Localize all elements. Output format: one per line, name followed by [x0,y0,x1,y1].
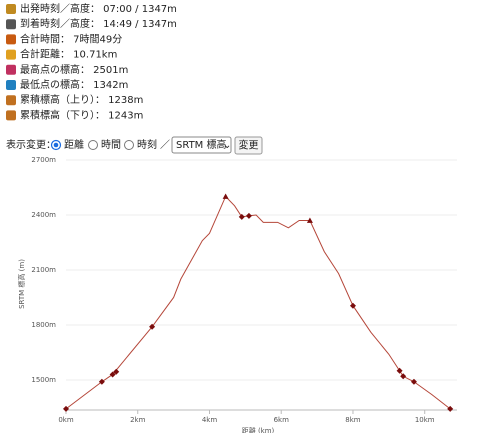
option: 距離 [64,138,84,151]
x-tick-label: 6km [274,416,290,424]
select-arrow: ⌄ [223,140,231,151]
controls-label: 表示変更： [6,138,56,151]
stat-icon [6,49,16,60]
stat: 累積標高（上り）： 1238m [20,93,143,106]
x-tick-label: 4km [202,416,218,424]
stat: 最低点の標高： 1342m [20,78,128,91]
waypoint [109,371,116,378]
stat-icon [6,4,16,14]
waypoint [400,373,407,380]
stat-icon [6,34,16,45]
waypoint [410,378,417,385]
stat: 合計時間： 7時間49分 [20,32,122,45]
stat: 累積標高（下り）： 1243m [20,108,143,121]
radio[interactable] [88,140,98,150]
waypoint [447,405,454,412]
y-axis-label: SRTM 標高 (m) [17,259,26,309]
waypoint [222,193,229,199]
waypoint [306,217,313,223]
waypoint [63,405,69,412]
select-value: SRTM 標高 [176,138,226,151]
x-tick-label: 10km [415,416,435,424]
waypoint [238,213,245,220]
button[interactable] [234,136,263,155]
y-tick-label: 2100m [31,266,56,274]
y-tick-label: 1500m [31,376,56,384]
radio-dot [53,142,59,148]
button-label: 変更 [239,139,259,152]
stat-icon [6,80,16,90]
stat-icon [6,64,16,75]
y-tick-label: 2700m [31,156,56,164]
x-axis-label: 距離 (km) [242,426,275,433]
stat: 合計距離： 10.71km [20,48,117,61]
radio[interactable] [124,140,134,150]
separator: ／ [160,139,170,151]
y-tick-label: 1800m [31,321,56,329]
waypoint [349,302,356,309]
option: 時間 [101,139,121,151]
select[interactable] [171,136,232,154]
y-tick-label: 2400m [31,211,56,219]
waypoint [396,367,403,374]
waypoint [98,378,105,385]
stat: 到着時刻／高度： 14:49 / 1347m [20,17,177,30]
option: 時刻 [137,138,157,151]
x-tick-label: 8km [345,416,361,424]
elevation-line [65,195,451,410]
x-tick-label: 2km [130,416,146,424]
stat-icon [6,95,16,106]
stat-icon [6,110,16,121]
stat: 最高点の標高： 2501m [20,63,128,76]
stat: 出発時刻／高度： 07:00 / 1347m [20,2,177,15]
waypoint [113,368,120,375]
stat-icon [6,19,16,30]
controls: 表示変更： 距離 時間 時刻 ／ SRTM 標高 ⌄ 変更 [6,136,263,155]
waypoint [245,212,252,219]
x-tick-label: 0km [58,416,74,424]
waypoint [149,323,156,330]
